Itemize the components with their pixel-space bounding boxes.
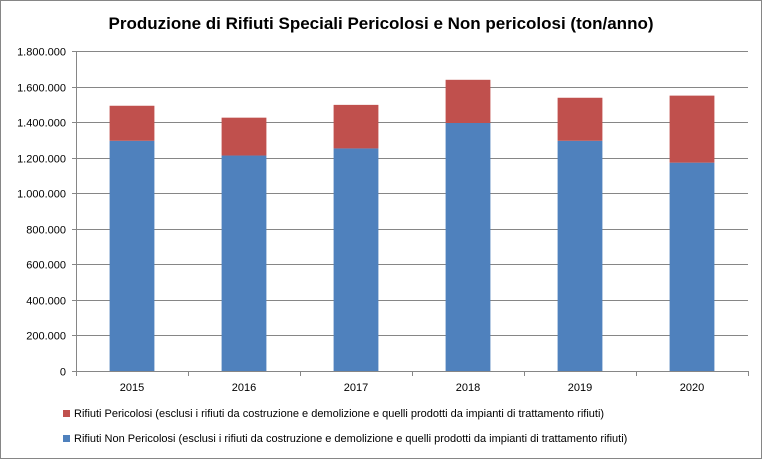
legend: Rifiuti Pericolosi (esclusi i rifiuti da…	[63, 408, 627, 445]
x-tick-labels: 2015 2016 2017 2018 2019 2020	[120, 382, 704, 394]
x-tick-label: 2020	[680, 382, 704, 394]
bar-non-pericolosi	[109, 140, 155, 371]
bar-pericolosi	[445, 79, 491, 123]
legend-swatch-pericolosi	[63, 410, 70, 417]
y-tick-labels: 0 200.000 400.000 600.000 800.000 1.000.000 1.…	[17, 47, 66, 379]
y-tick-label: 400.000	[26, 296, 66, 308]
x-tick-label: 2015	[120, 382, 144, 394]
bar-non-pericolosi	[333, 148, 379, 371]
y-tick-label: 800.000	[26, 225, 66, 237]
x-tick-label: 2019	[568, 382, 592, 394]
bar-non-pericolosi	[221, 155, 267, 371]
bar-non-pericolosi	[669, 162, 715, 371]
x-tick-label: 2018	[456, 382, 480, 394]
y-tick-label: 1.400.000	[17, 118, 66, 130]
chart-title: Produzione di Rifiuti Speciali Pericolos…	[109, 14, 654, 33]
bar-pericolosi	[669, 95, 715, 163]
y-tick-label: 200.000	[26, 331, 66, 343]
bar-non-pericolosi	[557, 140, 603, 371]
y-tick-label: 1.600.000	[17, 83, 66, 95]
y-tick-label: 0	[60, 367, 66, 379]
axes	[76, 51, 749, 376]
bar-pericolosi	[221, 117, 267, 156]
y-tick-label: 1.800.000	[17, 47, 66, 59]
bar-pericolosi	[109, 105, 155, 141]
bar-non-pericolosi	[445, 123, 491, 371]
y-tick-label: 1.200.000	[17, 154, 66, 166]
legend-label-pericolosi: Rifiuti Pericolosi (esclusi i rifiuti da…	[74, 408, 604, 420]
y-tick-label: 600.000	[26, 260, 66, 272]
y-tick-label: 1.000.000	[17, 189, 66, 201]
bars	[109, 79, 715, 371]
gridlines	[72, 51, 748, 372]
legend-swatch-non-pericolosi	[63, 435, 70, 442]
x-tick-label: 2017	[344, 382, 368, 394]
bar-pericolosi	[557, 97, 603, 141]
x-tick-label: 2016	[232, 382, 256, 394]
bar-pericolosi	[333, 104, 379, 149]
legend-label-non-pericolosi: Rifiuti Non Pericolosi (esclusi i rifiut…	[74, 433, 627, 445]
